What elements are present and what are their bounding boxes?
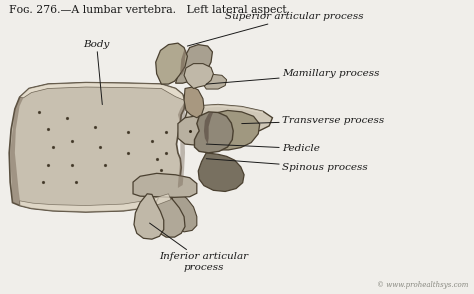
Text: Spinous process: Spinous process <box>206 159 368 172</box>
Polygon shape <box>203 74 227 89</box>
Text: Body: Body <box>83 40 110 105</box>
Text: © www.prohealthsys.com: © www.prohealthsys.com <box>377 281 469 289</box>
Polygon shape <box>184 87 204 118</box>
Polygon shape <box>156 43 187 84</box>
Polygon shape <box>134 194 164 239</box>
Polygon shape <box>10 97 23 205</box>
Text: Superior articular process: Superior articular process <box>187 12 364 46</box>
Text: Mamillary process: Mamillary process <box>206 69 379 84</box>
Polygon shape <box>175 45 212 83</box>
Text: Pedicle: Pedicle <box>206 144 320 153</box>
Polygon shape <box>171 192 197 232</box>
Polygon shape <box>204 112 213 144</box>
Polygon shape <box>185 105 273 133</box>
Polygon shape <box>178 116 218 146</box>
Polygon shape <box>19 194 171 212</box>
Polygon shape <box>209 111 260 150</box>
Polygon shape <box>19 83 184 100</box>
Text: Transverse process: Transverse process <box>242 116 384 125</box>
Polygon shape <box>180 50 186 75</box>
Polygon shape <box>133 173 197 197</box>
Polygon shape <box>9 83 185 212</box>
Polygon shape <box>187 105 263 113</box>
Polygon shape <box>184 64 213 88</box>
Polygon shape <box>178 103 186 188</box>
Polygon shape <box>155 192 185 237</box>
Text: Fᴏɢ. 276.—A lumbar vertebra.   Left lateral aspect.: Fᴏɢ. 276.—A lumbar vertebra. Left latera… <box>9 5 290 15</box>
Polygon shape <box>194 112 233 153</box>
Polygon shape <box>198 153 244 191</box>
Text: Inferior articular
process: Inferior articular process <box>150 223 248 272</box>
